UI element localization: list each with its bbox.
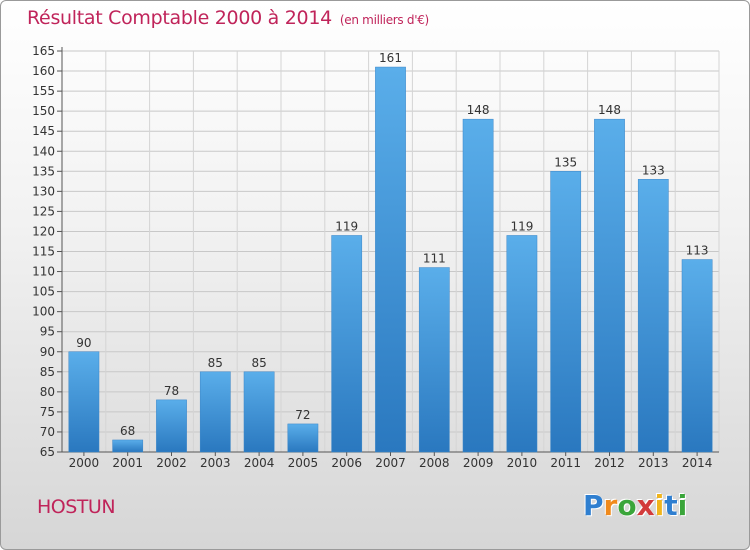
location-label: HOSTUN (37, 496, 116, 518)
x-tick-label: 2012 (594, 456, 625, 470)
bar-2013 (637, 179, 669, 453)
y-tick-label: 70 (40, 425, 55, 439)
proxiti-logo: Proxiti (583, 489, 687, 522)
x-tick-label: 2003 (200, 456, 231, 470)
y-tick-label: 150 (32, 104, 55, 118)
x-tick-label: 2010 (507, 456, 538, 470)
bar-2007 (375, 66, 406, 453)
y-tick-label: 160 (32, 64, 55, 78)
y-tick-label: 85 (40, 365, 55, 379)
chart-title-text: Résultat Comptable 2000 à 2014 (27, 7, 332, 29)
x-tick-label: 2014 (682, 456, 713, 470)
y-tick-label: 75 (40, 405, 55, 419)
x-tick-label: 2002 (156, 456, 187, 470)
logo-letter: r (603, 489, 618, 522)
logo-letter: P (583, 489, 604, 522)
y-tick-label: 105 (32, 285, 55, 299)
bar-2010 (506, 235, 538, 453)
data-label: 133 (642, 163, 665, 177)
logo-letter: i (654, 489, 665, 522)
y-tick-label: 95 (40, 325, 55, 339)
logo-letter: o (617, 489, 637, 522)
bars (68, 66, 713, 453)
bar-2012 (594, 118, 625, 453)
x-tick-label: 2000 (69, 456, 100, 470)
bar-2009 (462, 118, 494, 453)
y-tick-label: 145 (32, 124, 55, 138)
data-label: 111 (423, 252, 446, 266)
bar-2000 (68, 351, 100, 453)
data-labels: 90 68 78 85 85 72 119 161 111 148 119 135 148 133 113 (76, 51, 708, 438)
y-tick-label: 140 (32, 144, 55, 158)
y-tick-label: 120 (32, 224, 55, 238)
y-tick-label: 155 (32, 84, 55, 98)
y-tick-label: 130 (32, 184, 55, 198)
data-label: 90 (76, 336, 91, 350)
x-tick-label: 2001 (112, 456, 143, 470)
data-label: 119 (335, 219, 358, 233)
bar-2004 (243, 371, 275, 453)
axes: 65 70 75 80 85 90 95 100 105 110 115 120 125 130 135 14… (32, 44, 719, 470)
data-label: 68 (120, 424, 135, 438)
x-tick-label: 2013 (638, 456, 669, 470)
bar-2001 (112, 439, 144, 453)
bar-2008 (418, 267, 450, 453)
y-tick-label: 125 (32, 204, 55, 218)
x-tick-label: 2011 (550, 456, 581, 470)
data-label: 161 (379, 51, 402, 65)
bar-2011 (550, 171, 582, 453)
logo-letter: x (636, 489, 655, 522)
data-label: 119 (510, 219, 533, 233)
x-tick-label: 2008 (419, 456, 450, 470)
logo-letter: t (664, 489, 678, 522)
bar-2014 (681, 259, 713, 453)
y-tick-label: 135 (32, 164, 55, 178)
y-tick-label: 110 (32, 265, 55, 279)
data-label: 148 (598, 103, 621, 117)
y-tick-label: 80 (40, 385, 55, 399)
bar-2003 (199, 371, 231, 453)
data-label: 135 (554, 155, 577, 169)
data-label: 72 (295, 408, 310, 422)
x-tick-label: 2009 (463, 456, 494, 470)
x-tick-label: 2004 (244, 456, 275, 470)
y-tick-label: 165 (32, 44, 55, 58)
y-tick-label: 115 (32, 245, 55, 259)
y-tick-label: 90 (40, 345, 55, 359)
bar-2005 (287, 423, 319, 453)
chart-subtitle: (en milliers d'€) (339, 13, 429, 27)
y-tick-label: 100 (32, 305, 55, 319)
data-label: 85 (251, 356, 266, 370)
chart-title: Résultat Comptable 2000 à 2014 (en millie… (27, 7, 429, 29)
data-label: 85 (208, 356, 223, 370)
bar-2002 (156, 399, 187, 453)
data-label: 78 (164, 384, 179, 398)
data-label: 113 (686, 244, 709, 258)
x-tick-label: 2007 (375, 456, 406, 470)
x-tick-label: 2005 (288, 456, 319, 470)
y-tick-label: 65 (40, 445, 55, 459)
data-label: 148 (467, 103, 490, 117)
x-tick-label: 2006 (331, 456, 362, 470)
logo-letter: i (677, 489, 688, 522)
bar-2006 (331, 235, 363, 453)
